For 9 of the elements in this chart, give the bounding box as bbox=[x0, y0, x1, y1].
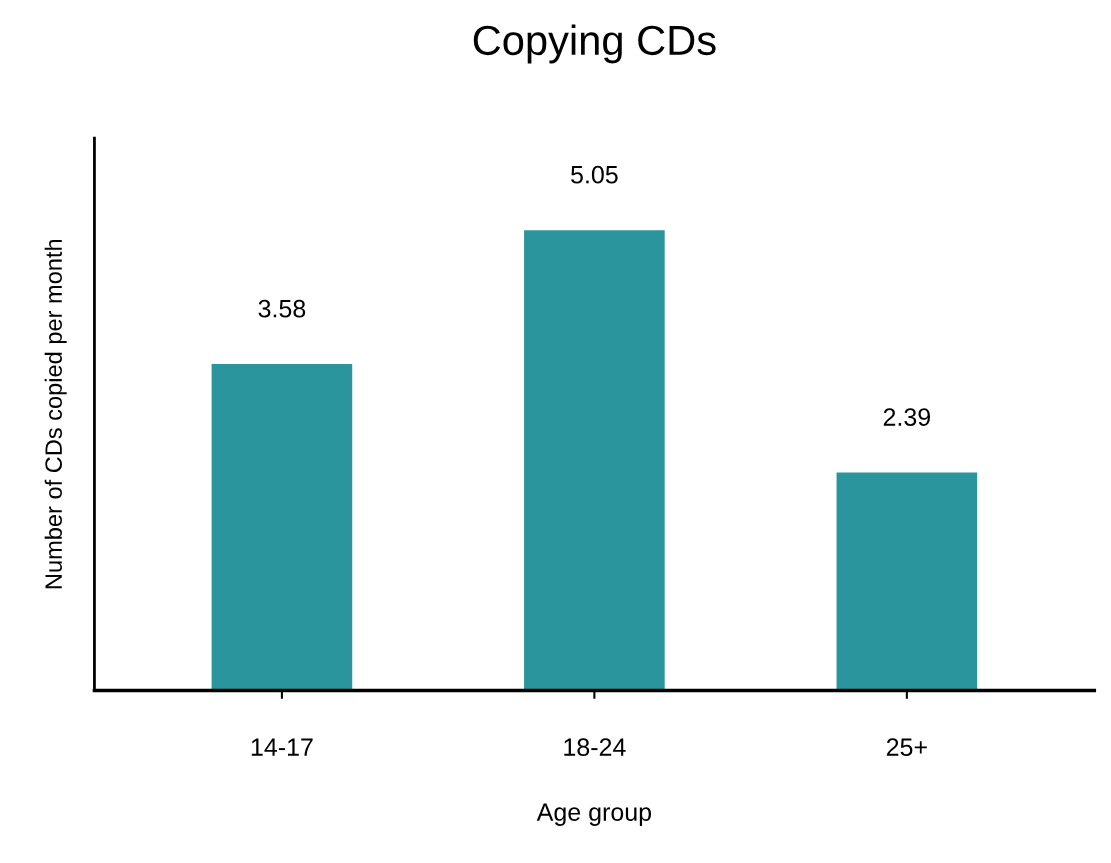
x-tick-label: 25+ bbox=[886, 738, 927, 756]
data-label: 3.58 bbox=[258, 299, 306, 318]
chart-title: Copying CDs bbox=[473, 24, 716, 64]
y-axis-title: Number of CDs copied per month bbox=[44, 239, 67, 589]
x-axis-title: Age group bbox=[536, 803, 652, 826]
x-tick-label: 18-24 bbox=[564, 738, 626, 756]
data-label: 5.05 bbox=[571, 165, 618, 184]
data-label: 2.39 bbox=[883, 408, 930, 426]
x-tick-label: 14-17 bbox=[251, 738, 313, 756]
